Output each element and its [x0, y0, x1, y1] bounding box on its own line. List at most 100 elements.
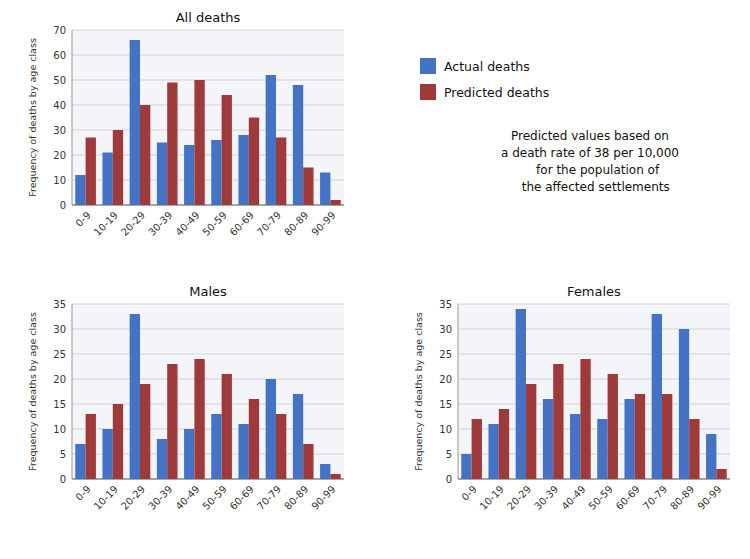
- y-axis-label: Frequency of deaths by age class: [27, 38, 38, 197]
- grid-line: [72, 30, 344, 31]
- bar: [293, 394, 303, 479]
- bar: [597, 419, 607, 479]
- bar: [86, 138, 96, 206]
- y-tick-label: 20: [53, 374, 66, 385]
- annotation: Predicted values based on a death rate of…: [501, 129, 679, 194]
- bars: [75, 314, 340, 479]
- legend-swatch: [420, 58, 436, 74]
- bar: [184, 145, 194, 205]
- y-tick-label: 0: [446, 474, 452, 485]
- y-tick-label: 15: [53, 399, 66, 410]
- y-axis-line: [458, 304, 459, 479]
- x-tick-label: 50-59: [201, 483, 229, 511]
- bar: [113, 404, 123, 479]
- bar: [194, 80, 204, 205]
- bar: [102, 429, 112, 479]
- bar: [303, 444, 313, 479]
- y-axis-line: [72, 304, 73, 479]
- bar: [113, 130, 123, 205]
- bar: [608, 374, 618, 479]
- x-tick-label: 40-49: [173, 209, 201, 237]
- bar: [130, 40, 140, 205]
- chart: 051015202530350-910-1920-2930-3940-4950-…: [27, 284, 344, 512]
- y-tick-label: 5: [446, 449, 452, 460]
- chart-title: Males: [189, 284, 227, 299]
- bar: [140, 384, 150, 479]
- bar: [238, 135, 248, 205]
- bar: [75, 175, 85, 205]
- y-tick-label: 60: [53, 50, 66, 61]
- bar: [580, 359, 590, 479]
- x-tick-label: 90-99: [695, 483, 723, 511]
- x-tick-label: 20-29: [119, 209, 147, 237]
- chart: 0102030405060700-910-1920-2930-3940-4950…: [27, 10, 344, 238]
- bar: [167, 83, 177, 206]
- bar: [249, 399, 259, 479]
- x-tick-label: 80-89: [668, 483, 696, 511]
- bar: [499, 409, 509, 479]
- x-tick-label: 70-79: [255, 209, 283, 237]
- y-tick-label: 10: [53, 175, 66, 186]
- bar: [211, 414, 221, 479]
- bar: [276, 414, 286, 479]
- x-tick-label: 0-9: [460, 483, 479, 502]
- bars: [75, 40, 340, 205]
- bar: [167, 364, 177, 479]
- y-tick-label: 35: [53, 299, 66, 310]
- y-tick-label: 10: [53, 424, 66, 435]
- y-tick-label: 5: [60, 449, 66, 460]
- x-tick-label: 90-99: [309, 483, 337, 511]
- figure: 0102030405060700-910-1920-2930-3940-4950…: [0, 0, 750, 559]
- bar: [140, 105, 150, 205]
- plot-area: [458, 304, 730, 479]
- bar: [461, 454, 471, 479]
- x-tick-label: 40-49: [559, 483, 587, 511]
- y-axis-label: Frequency of deaths by age class: [27, 312, 38, 471]
- grid-line: [458, 304, 730, 305]
- y-tick-label: 10: [439, 424, 452, 435]
- bar: [320, 464, 330, 479]
- grid-line: [72, 379, 344, 380]
- bar: [222, 374, 232, 479]
- y-tick-label: 35: [439, 299, 452, 310]
- bar: [662, 394, 672, 479]
- legend-label: Actual deaths: [444, 59, 530, 74]
- bar: [472, 419, 482, 479]
- plot-area: [72, 304, 344, 479]
- annotation-line: for the population of: [521, 163, 660, 177]
- bar: [570, 414, 580, 479]
- x-tick-label: 20-29: [505, 483, 533, 511]
- bar: [330, 474, 340, 479]
- y-tick-label: 25: [53, 349, 66, 360]
- bar: [194, 359, 204, 479]
- x-tick-label: 60-69: [614, 483, 642, 511]
- bar: [543, 399, 553, 479]
- annotation-line: Predicted values based on: [511, 129, 669, 143]
- grid-line: [72, 55, 344, 56]
- bar: [303, 168, 313, 206]
- y-axis-line: [72, 30, 73, 205]
- bar: [320, 173, 330, 206]
- y-tick-label: 0: [60, 200, 66, 211]
- y-tick-label: 20: [439, 374, 452, 385]
- bar: [624, 399, 634, 479]
- x-tick-label: 90-99: [309, 209, 337, 237]
- annotation-line: a death rate of 38 per 10,000: [501, 146, 679, 160]
- bar: [86, 414, 96, 479]
- legend-swatch: [420, 84, 436, 100]
- y-axis-label: Frequency of deaths by age class: [413, 312, 424, 471]
- bar: [652, 314, 662, 479]
- chart-title: All deaths: [176, 10, 241, 25]
- x-tick-label: 10-19: [92, 483, 120, 511]
- y-tick-label: 20: [53, 150, 66, 161]
- grid-line: [72, 329, 344, 330]
- chart-title: Females: [567, 284, 621, 299]
- x-tick-label: 60-69: [228, 483, 256, 511]
- y-tick-label: 15: [439, 399, 452, 410]
- bars: [461, 309, 726, 479]
- bar: [184, 429, 194, 479]
- bar: [157, 143, 167, 206]
- bar: [222, 95, 232, 205]
- bar: [293, 85, 303, 205]
- y-tick-label: 70: [53, 25, 66, 36]
